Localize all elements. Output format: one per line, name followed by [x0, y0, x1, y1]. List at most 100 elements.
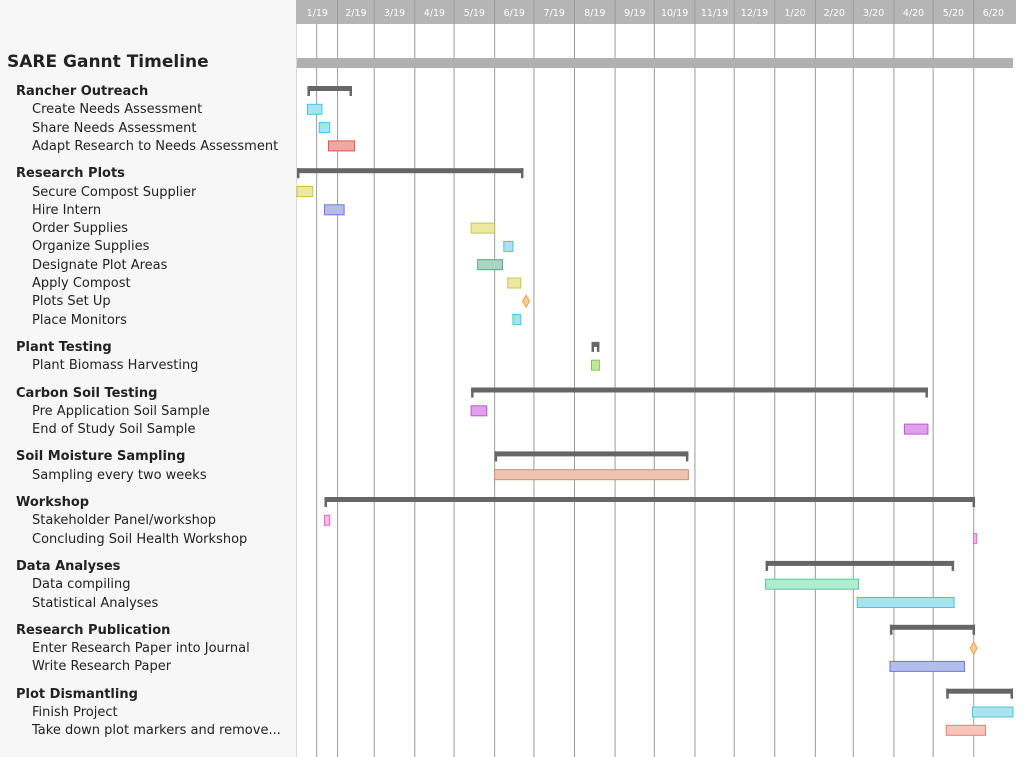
group-summary-bar — [765, 560, 955, 566]
group-label: Soil Moisture Sampling — [16, 449, 186, 465]
group-summary-cap-left — [591, 341, 595, 352]
group-summary-bar — [494, 451, 689, 457]
task-label: Share Needs Assessment — [32, 120, 197, 136]
timeline-header — [296, 0, 1016, 24]
x-tick-label: 7/19 — [544, 8, 565, 19]
task-bar — [765, 578, 860, 590]
x-tick-label: 11/19 — [701, 8, 728, 19]
task-bar — [503, 240, 514, 252]
x-tick-label: 3/20 — [863, 8, 884, 19]
task-bar — [323, 204, 345, 216]
gantt-timeline: 1/19 2/19 3/19 4/19 5/19 6/19 7/19 8/19 9/19 10/1… — [296, 0, 1016, 757]
x-tick-label: 6/20 — [983, 8, 1004, 19]
task-label: Data compiling — [32, 577, 131, 593]
task-bar — [477, 259, 504, 271]
task-bar — [507, 277, 522, 289]
x-tick-label: 2/19 — [345, 8, 366, 19]
task-label: Sampling every two weeks — [32, 467, 207, 483]
task-label: Designate Plot Areas — [32, 257, 168, 273]
task-bar — [512, 314, 522, 326]
task-bar — [470, 405, 488, 417]
task-label: Apply Compost — [32, 276, 131, 291]
group-summary-cap-left — [765, 560, 769, 571]
group-label: Carbon Soil Testing — [16, 385, 158, 401]
task-bar — [327, 140, 356, 152]
task-bar — [856, 597, 955, 608]
x-tick-label: 1/19 — [307, 8, 328, 19]
task-label: Adapt Research to Needs Assessment — [32, 138, 279, 154]
group-summary-cap-right — [596, 341, 600, 352]
group-summary-cap-left — [297, 168, 300, 179]
task-label: Statistical Analyses — [32, 595, 159, 611]
group-summary-cap-right — [349, 86, 352, 96]
task-label: Hire Intern — [32, 202, 102, 218]
chart-title: SARE Gannt Timeline — [7, 52, 209, 72]
task-label: End of Study Soil Sample — [32, 422, 196, 438]
group-label: Plot Dismantling — [16, 686, 138, 702]
group-summary-bar — [889, 624, 976, 630]
task-label: Finish Project — [32, 705, 118, 720]
group-label: Research Plots — [16, 166, 125, 182]
group-summary-bar — [471, 387, 928, 393]
group-summary-bar — [946, 688, 1013, 694]
x-tick-label: 6/19 — [504, 8, 525, 19]
task-label: Plots Set Up — [32, 294, 111, 310]
group-summary-cap-left — [307, 86, 310, 96]
group-summary-cap-left — [324, 497, 327, 507]
task-label: Pre Application Soil Sample — [32, 403, 210, 419]
group-label: Research Publication — [16, 622, 171, 638]
task-milestone — [969, 641, 978, 656]
x-tick-label: 3/19 — [384, 8, 405, 19]
group-summary-cap-right — [925, 387, 928, 398]
group-label: Workshop — [16, 495, 90, 510]
group-summary-bar — [307, 86, 352, 91]
x-tick-label: 1/20 — [784, 8, 805, 19]
group-label: Plant Testing — [16, 339, 112, 355]
x-tick-label: 2/20 — [824, 8, 845, 19]
group-summary-bar — [591, 341, 600, 347]
task-milestone — [521, 294, 531, 309]
task-label: Stakeholder Panel/workshop — [32, 513, 217, 529]
task-label: Enter Research Paper into Journal — [32, 641, 250, 657]
group-summary-cap-right — [972, 624, 976, 635]
task-label: Create Needs Assessment — [32, 102, 203, 118]
group-summary-bar — [324, 497, 976, 502]
x-tick-label: 5/19 — [464, 8, 485, 19]
task-label: Plant Biomass Harvesting — [32, 358, 199, 374]
task-bar — [973, 533, 978, 545]
group-summary-cap-left — [946, 688, 949, 699]
task-bar — [971, 706, 1014, 718]
task-label: Write Research Paper — [32, 659, 172, 675]
task-label: Take down plot markers and remove... — [32, 723, 281, 739]
group-summary-cap-left — [494, 451, 498, 462]
task-label: Organize Supplies — [32, 239, 150, 255]
task-bar — [306, 103, 323, 115]
group-summary-cap-left — [889, 624, 893, 635]
task-bar — [945, 724, 987, 736]
x-tick-label: 8/19 — [584, 8, 605, 19]
task-bar — [591, 359, 600, 371]
task-bar — [318, 122, 331, 134]
task-bar — [296, 186, 314, 197]
task-bar — [323, 514, 331, 526]
group-summary-cap-left — [471, 387, 474, 398]
x-tick-label: 12/19 — [741, 8, 768, 19]
task-bar — [889, 660, 966, 672]
x-tick-label: 9/19 — [624, 8, 645, 19]
task-bar — [903, 423, 929, 435]
x-tick-label: 10/19 — [661, 8, 688, 19]
x-tick-label: 5/20 — [943, 8, 964, 19]
task-list-panel: SARE Gannt Timeline Rancher Outreach Creat… — [0, 0, 297, 757]
x-tick-label: 4/20 — [903, 8, 924, 19]
x-tick-label: 4/19 — [424, 8, 445, 19]
task-label: Order Supplies — [32, 221, 129, 237]
group-summary-cap-right — [972, 497, 976, 507]
group-label: Data Analyses — [16, 558, 121, 574]
group-summary-bar — [297, 168, 524, 174]
task-bar — [494, 469, 689, 481]
task-label: Secure Compost Supplier — [32, 184, 197, 200]
group-label: Rancher Outreach — [16, 84, 149, 99]
group-summary-cap-right — [1010, 688, 1013, 699]
task-bar — [470, 222, 496, 234]
task-label: Concluding Soil Health Workshop — [32, 531, 248, 547]
